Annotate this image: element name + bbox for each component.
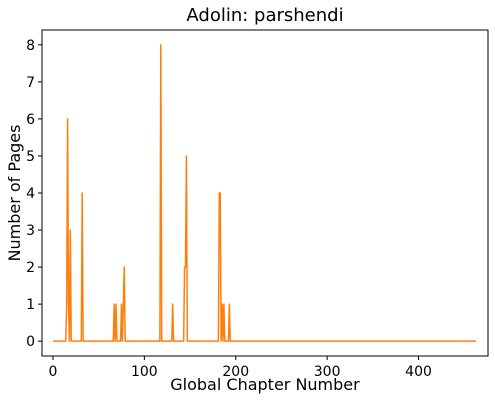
y-tick-label: 1 xyxy=(26,297,35,313)
y-axis-title: Number of Pages xyxy=(5,125,24,262)
x-tick-label: 200 xyxy=(222,364,249,380)
plot-background xyxy=(42,30,488,356)
chart-title: Adolin: parshendi xyxy=(186,5,343,26)
y-axis-ticks: 0 1 2 3 4 5 6 7 8 xyxy=(26,38,42,350)
y-tick-label: 3 xyxy=(26,223,35,239)
y-tick-label: 0 xyxy=(26,334,35,350)
y-tick-label: 8 xyxy=(26,38,35,54)
x-axis-ticks: 0 100 200 300 400 xyxy=(49,356,432,380)
series-layer xyxy=(52,44,477,342)
y-tick-label: 6 xyxy=(26,112,35,128)
y-tick-label: 4 xyxy=(26,186,35,202)
y-tick-label: 7 xyxy=(26,75,35,91)
x-tick-label: 100 xyxy=(131,364,158,380)
x-axis-title: Global Chapter Number xyxy=(170,375,360,394)
x-tick-label: 0 xyxy=(49,364,58,380)
series-line xyxy=(52,44,477,342)
y-tick-label: 5 xyxy=(26,149,35,165)
x-tick-label: 300 xyxy=(314,364,341,380)
y-tick-label: 2 xyxy=(26,260,35,276)
x-tick-label: 400 xyxy=(405,364,432,380)
